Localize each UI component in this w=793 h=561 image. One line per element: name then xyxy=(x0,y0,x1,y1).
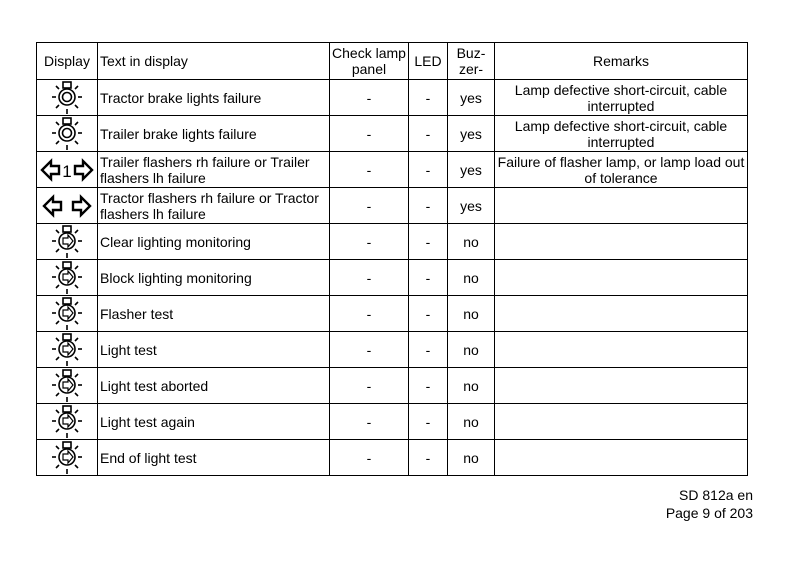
lamp-brake-icon xyxy=(36,79,98,116)
display-text: Light test again xyxy=(97,403,330,440)
remarks-value: Lamp defective short-circuit, cable inte… xyxy=(494,79,748,116)
check-lamp-value: - xyxy=(329,367,409,404)
table-row: Light test again - - no xyxy=(36,403,748,440)
header-remarks: Remarks xyxy=(494,42,748,80)
table-row: Tractor brake lights failure - - yes Lam… xyxy=(36,79,748,116)
led-value: - xyxy=(408,295,448,332)
lamp-monitor-icon xyxy=(36,331,98,368)
page-number: Page 9 of 203 xyxy=(665,505,753,521)
header-display: Display xyxy=(36,42,98,80)
remarks-value xyxy=(494,223,748,260)
signal-table: Display Text in display Check lamp panel… xyxy=(36,42,748,476)
check-lamp-value: - xyxy=(329,151,409,188)
flasher-icon xyxy=(36,187,98,224)
table-row: Trailer brake lights failure - - yes Lam… xyxy=(36,115,748,152)
buzzer-value: no xyxy=(447,439,495,476)
remarks-value xyxy=(494,187,748,224)
table-row: 1 Trailer flashers rh failure or Trailer… xyxy=(36,151,748,188)
led-value: - xyxy=(408,187,448,224)
led-value: - xyxy=(408,115,448,152)
lamp-monitor-icon xyxy=(36,223,98,260)
display-text: Flasher test xyxy=(97,295,330,332)
header-text: Text in display xyxy=(97,42,330,80)
check-lamp-value: - xyxy=(329,439,409,476)
display-text: Trailer flashers rh failure or Trailer f… xyxy=(97,151,330,188)
led-value: - xyxy=(408,259,448,296)
buzzer-value: no xyxy=(447,367,495,404)
lamp-monitor-icon xyxy=(36,295,98,332)
remarks-value xyxy=(494,367,748,404)
header-buzzer: Buz-zer- xyxy=(447,42,495,80)
check-lamp-value: - xyxy=(329,115,409,152)
buzzer-value: no xyxy=(447,403,495,440)
header-led: LED xyxy=(408,42,448,80)
buzzer-value: no xyxy=(447,331,495,368)
lamp-monitor-icon xyxy=(36,439,98,476)
remarks-value xyxy=(494,259,748,296)
header-check: Check lamp panel xyxy=(329,42,409,80)
check-lamp-value: - xyxy=(329,187,409,224)
display-text: Tractor brake lights failure xyxy=(97,79,330,116)
display-text: Light test aborted xyxy=(97,367,330,404)
doc-id: SD 812a en xyxy=(679,487,753,503)
buzzer-value: yes xyxy=(447,151,495,188)
check-lamp-value: - xyxy=(329,403,409,440)
footer: SD 812a en Page 9 of 203 xyxy=(666,486,753,522)
lamp-monitor-icon xyxy=(36,259,98,296)
table-row: Block lighting monitoring - - no xyxy=(36,259,748,296)
remarks-value xyxy=(494,439,748,476)
display-text: Block lighting monitoring xyxy=(97,259,330,296)
table-row: Clear lighting monitoring - - no xyxy=(36,223,748,260)
check-lamp-value: - xyxy=(329,331,409,368)
flasher-number: 1 xyxy=(62,162,71,181)
table-row: End of light test - - no xyxy=(36,439,748,476)
led-value: - xyxy=(408,439,448,476)
flasher-1-icon: 1 xyxy=(36,151,98,188)
check-lamp-value: - xyxy=(329,79,409,116)
display-text: Trailer brake lights failure xyxy=(97,115,330,152)
remarks-value xyxy=(494,295,748,332)
display-text: Clear lighting monitoring xyxy=(97,223,330,260)
check-lamp-value: - xyxy=(329,259,409,296)
buzzer-value: yes xyxy=(447,79,495,116)
lamp-brake-icon xyxy=(36,115,98,152)
led-value: - xyxy=(408,331,448,368)
led-value: - xyxy=(408,367,448,404)
check-lamp-value: - xyxy=(329,223,409,260)
lamp-monitor-icon xyxy=(36,367,98,404)
buzzer-value: yes xyxy=(447,115,495,152)
led-value: - xyxy=(408,223,448,260)
buzzer-value: yes xyxy=(447,187,495,224)
table-row: Light test aborted - - no xyxy=(36,367,748,404)
remarks-value: Lamp defective short-circuit, cable inte… xyxy=(494,115,748,152)
display-text: End of light test xyxy=(97,439,330,476)
table-row: Flasher test - - no xyxy=(36,295,748,332)
display-text: Tractor flashers rh failure or Tractor f… xyxy=(97,187,330,224)
remarks-value xyxy=(494,331,748,368)
remarks-value xyxy=(494,403,748,440)
buzzer-value: no xyxy=(447,259,495,296)
lamp-monitor-icon xyxy=(36,403,98,440)
buzzer-value: no xyxy=(447,223,495,260)
check-lamp-value: - xyxy=(329,295,409,332)
led-value: - xyxy=(408,403,448,440)
buzzer-value: no xyxy=(447,295,495,332)
led-value: - xyxy=(408,151,448,188)
display-text: Light test xyxy=(97,331,330,368)
led-value: - xyxy=(408,79,448,116)
table-row: Tractor flashers rh failure or Tractor f… xyxy=(36,187,748,224)
remarks-value: Failure of flasher lamp, or lamp load ou… xyxy=(494,151,748,188)
table-row: Light test - - no xyxy=(36,331,748,368)
